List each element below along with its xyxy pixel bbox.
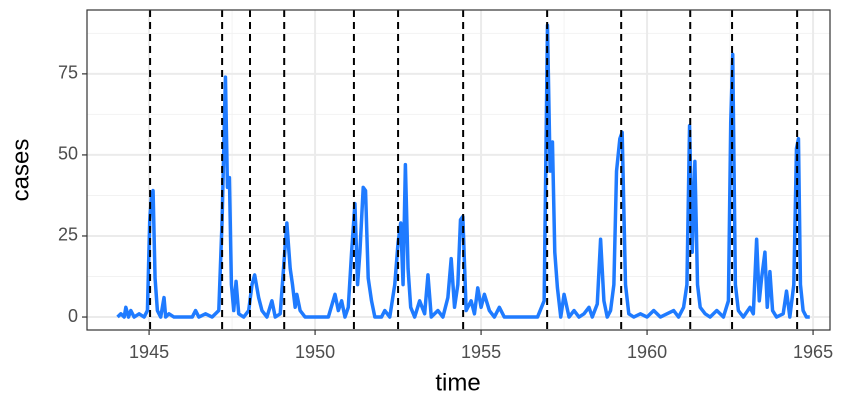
y-tick-label: 0 [68, 306, 78, 326]
y-tick-label: 25 [58, 225, 78, 245]
x-tick-label: 1945 [129, 342, 169, 362]
series-line [116, 23, 810, 319]
x-tick-label: 1955 [461, 342, 501, 362]
y-axis-title: cases [7, 139, 34, 202]
x-tick-label: 1950 [295, 342, 335, 362]
y-tick-label: 50 [58, 144, 78, 164]
x-tick-label: 1960 [627, 342, 667, 362]
panel-border [86, 9, 831, 331]
y-tick-label: 75 [58, 63, 78, 83]
x-axis-title: time [435, 369, 480, 396]
x-tick-label: 1965 [793, 342, 833, 362]
